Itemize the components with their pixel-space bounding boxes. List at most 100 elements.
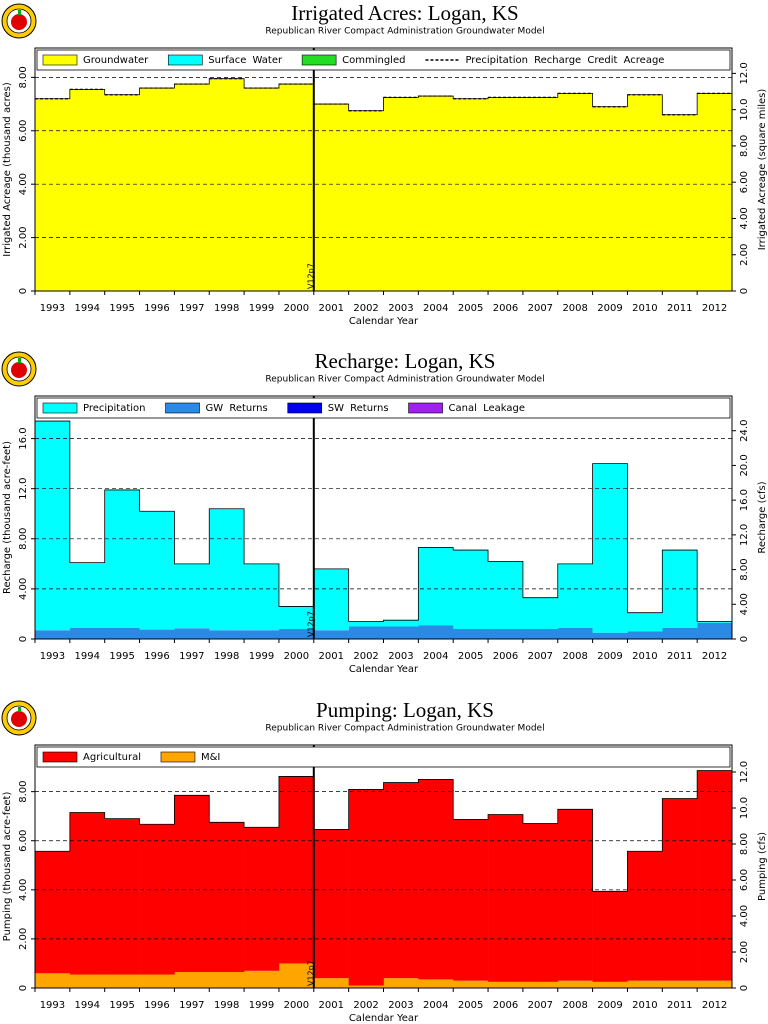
bar bbox=[488, 981, 524, 988]
x-tick-label: 1995 bbox=[109, 1000, 134, 1011]
bar bbox=[139, 511, 175, 630]
y2-tick-label: 0 bbox=[739, 636, 750, 642]
y2-tick-label: 8.00 bbox=[739, 558, 750, 580]
bar-outline bbox=[35, 420, 732, 622]
y2-tick-label: 0 bbox=[739, 985, 750, 991]
annotation-label: V12p7 bbox=[306, 960, 315, 986]
bar bbox=[592, 981, 628, 988]
legend-swatch bbox=[42, 402, 78, 414]
bar bbox=[418, 779, 454, 980]
x-axis-label: Calendar Year bbox=[349, 1013, 419, 1024]
panel: Pumping: Logan, KS Republican River Compa… bbox=[1, 698, 768, 1024]
x-tick-label: 2004 bbox=[423, 1000, 448, 1011]
bar bbox=[209, 822, 245, 973]
bar bbox=[453, 628, 489, 639]
y2-tick-label: 2.00 bbox=[739, 941, 750, 963]
legend-label: GW Returns bbox=[206, 403, 268, 414]
bar bbox=[383, 620, 419, 627]
bar bbox=[627, 980, 663, 988]
legend-swatch bbox=[301, 54, 337, 66]
y2-tick-label: 8.00 bbox=[739, 135, 750, 157]
chart-title: Irrigated Acres: Logan, KS bbox=[291, 1, 518, 25]
bar bbox=[313, 829, 349, 979]
bar bbox=[697, 770, 733, 981]
bar bbox=[104, 818, 140, 975]
bar bbox=[557, 627, 593, 639]
bar bbox=[348, 626, 384, 639]
chart-subtitle: Republican River Compact Administration … bbox=[265, 724, 544, 734]
bar bbox=[697, 621, 733, 623]
legend-swatch bbox=[42, 54, 78, 66]
x-tick-label: 1997 bbox=[179, 1000, 204, 1011]
bar bbox=[244, 827, 280, 971]
bar bbox=[627, 94, 663, 291]
bar bbox=[662, 627, 698, 639]
bar bbox=[418, 96, 454, 291]
legend-label: Agricultural bbox=[83, 752, 141, 763]
y-tick-label: 0 bbox=[18, 288, 29, 294]
y-tick-label: 8.00 bbox=[18, 781, 29, 803]
x-tick-label: 2003 bbox=[388, 1000, 413, 1011]
bar bbox=[453, 819, 489, 981]
x-tick-label: 2002 bbox=[353, 651, 378, 662]
bar bbox=[104, 627, 140, 639]
y-tick-label: 6.00 bbox=[18, 830, 29, 852]
y-tick-label: 4.00 bbox=[18, 173, 29, 195]
logo bbox=[1, 351, 37, 387]
y2-tick-label: 12.0 bbox=[739, 524, 750, 546]
bar bbox=[104, 974, 140, 988]
x-tick-label: 2007 bbox=[528, 1000, 553, 1011]
bar bbox=[348, 789, 384, 986]
bar bbox=[627, 851, 663, 981]
bar bbox=[557, 563, 593, 628]
y-tick-label: 8.00 bbox=[18, 528, 29, 550]
bar bbox=[627, 612, 663, 632]
x-tick-label: 1999 bbox=[249, 651, 274, 662]
bar bbox=[418, 979, 454, 988]
panel: Recharge: Logan, KS Republican River Comp… bbox=[1, 349, 768, 675]
bar bbox=[522, 628, 559, 639]
bar bbox=[592, 632, 628, 639]
bar bbox=[244, 630, 280, 639]
logo bbox=[1, 700, 37, 736]
x-tick-label: 2011 bbox=[667, 651, 692, 662]
bar bbox=[522, 597, 559, 629]
x-tick-label: 1995 bbox=[109, 651, 134, 662]
y2-axis-label: Irrigated Acreage (square miles) bbox=[757, 89, 768, 251]
bar bbox=[383, 782, 419, 979]
y2-axis-label: Recharge (cfs) bbox=[757, 481, 768, 553]
x-tick-label: 2003 bbox=[388, 303, 413, 314]
bar bbox=[488, 561, 524, 629]
legend-label: Surface Water bbox=[208, 55, 283, 66]
y2-tick-label: 10.0 bbox=[739, 99, 750, 121]
x-tick-label: 2005 bbox=[458, 1000, 483, 1011]
y2-tick-label: 0 bbox=[739, 288, 750, 294]
legend-swatch bbox=[408, 402, 443, 414]
bar bbox=[383, 978, 419, 988]
bar bbox=[522, 981, 559, 988]
bar bbox=[35, 973, 71, 988]
bar bbox=[35, 630, 71, 639]
bar bbox=[522, 823, 559, 982]
bar bbox=[69, 89, 105, 291]
x-tick-label: 2000 bbox=[284, 1000, 309, 1011]
bar bbox=[488, 97, 524, 292]
x-tick-label: 1999 bbox=[249, 303, 274, 314]
x-tick-label: 2007 bbox=[528, 651, 553, 662]
bar bbox=[383, 97, 419, 292]
bar bbox=[104, 489, 140, 628]
y-axis-label: Recharge (thousand acre-feet) bbox=[2, 441, 13, 594]
chart-title: Recharge: Logan, KS bbox=[315, 349, 496, 373]
bar bbox=[174, 563, 210, 629]
x-tick-label: 2006 bbox=[493, 1000, 518, 1011]
x-tick-label: 2008 bbox=[562, 303, 587, 314]
bar bbox=[244, 563, 280, 631]
x-tick-label: 1996 bbox=[144, 1000, 169, 1011]
x-axis-label: Calendar Year bbox=[349, 664, 419, 675]
bar bbox=[697, 622, 733, 639]
legend-box bbox=[36, 49, 731, 71]
legend-swatch bbox=[160, 751, 196, 763]
logo-leaf bbox=[18, 10, 21, 15]
bar bbox=[174, 84, 210, 291]
x-tick-label: 2008 bbox=[562, 1000, 587, 1011]
